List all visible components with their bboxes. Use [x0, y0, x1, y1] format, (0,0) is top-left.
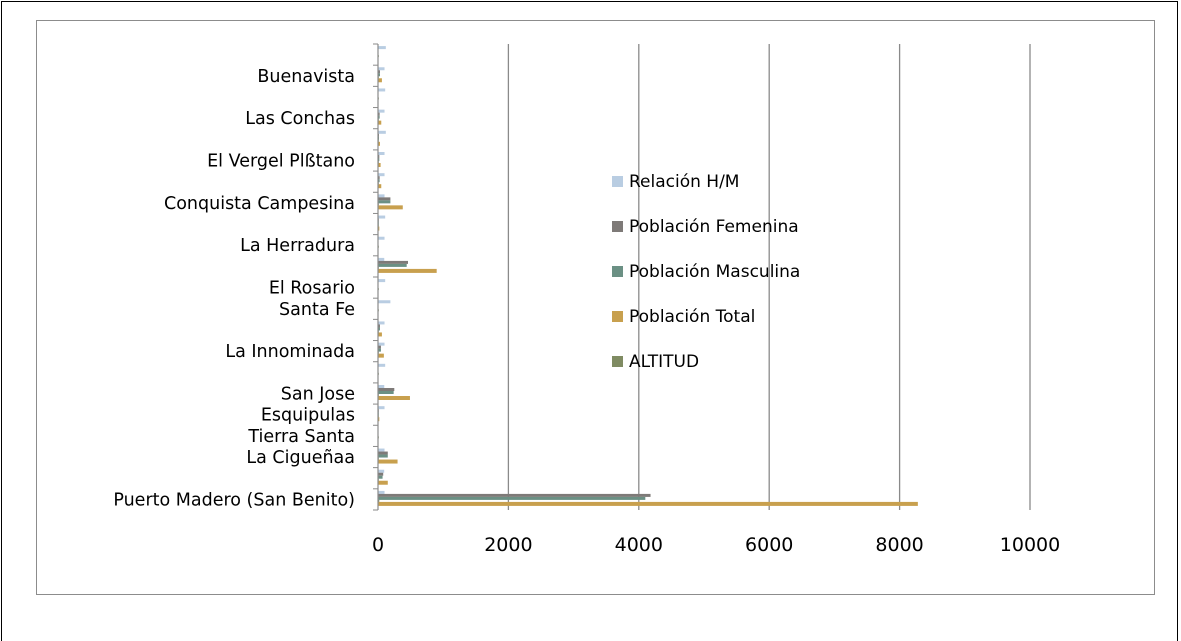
bar: [378, 46, 386, 50]
bar: [378, 493, 651, 497]
legend-label: Relación H/M: [629, 172, 739, 192]
bar: [378, 70, 380, 74]
x-tick-label: 0: [372, 534, 384, 556]
category-label: La Innominada: [225, 342, 355, 362]
bar: [378, 141, 380, 146]
x-tick-label: 10000: [1000, 534, 1060, 556]
category-label: Esquipulas: [261, 406, 355, 426]
bar: [378, 155, 380, 158]
x-tick-label: 8000: [875, 534, 923, 556]
category-label: Puerto Madero (San Benito): [113, 490, 355, 510]
bar: [378, 472, 384, 476]
bar: [378, 385, 385, 388]
bar: [378, 215, 386, 219]
bar: [378, 324, 380, 328]
bar: [378, 342, 385, 346]
bar: [378, 179, 380, 183]
bar: [378, 391, 394, 394]
bar: [378, 469, 385, 473]
x-tick-label: 4000: [615, 534, 663, 556]
bar: [378, 454, 388, 458]
category-label: La Cigueñaa: [246, 448, 355, 468]
bar: [378, 120, 382, 125]
bar: [378, 348, 381, 352]
labels: 0 2000 4000 6000 8000 10000 Puerto Madero (San…: [113, 67, 1060, 556]
bar: [378, 226, 380, 231]
bar: [378, 200, 391, 204]
gridlines: [507, 44, 1031, 510]
legend: Relación H/M Población Femenina Población …: [612, 172, 800, 372]
bar: [378, 158, 380, 161]
bar: [378, 88, 386, 92]
category-label: El Vergel Plßtano: [207, 152, 355, 172]
x-tick-label: 2000: [484, 534, 532, 556]
bar: [378, 109, 385, 113]
bar: [378, 184, 382, 189]
bar: [378, 257, 385, 261]
bar: [378, 73, 380, 77]
bar: [378, 499, 380, 502]
category-label: Buenavista: [257, 67, 355, 87]
category-label: Tierra Santa: [247, 427, 355, 447]
bar: [378, 490, 385, 494]
category-label: Las Conchas: [245, 109, 355, 129]
bar: [378, 396, 410, 400]
bar: [378, 496, 646, 500]
bar: [378, 300, 391, 304]
category-label: La Herradura: [240, 236, 355, 256]
bar: [378, 112, 380, 116]
bar: [378, 388, 395, 391]
bar: [378, 417, 380, 422]
bar: [378, 173, 385, 177]
bar: [378, 263, 407, 267]
bar: [378, 501, 918, 506]
bar: [378, 260, 408, 264]
bar: [378, 194, 385, 198]
bar: [378, 176, 380, 180]
bars: [378, 46, 918, 506]
axes: [373, 43, 379, 511]
legend-label: Población Total: [629, 307, 755, 327]
legend-swatch: [612, 356, 623, 367]
bar: [378, 332, 382, 337]
category-label: Santa Fe: [279, 300, 355, 320]
bar: [378, 197, 391, 201]
bar: [378, 475, 383, 479]
bar: [378, 279, 386, 283]
bar: [378, 363, 386, 367]
bar: [378, 236, 385, 240]
legend-label: Población Masculina: [629, 262, 800, 282]
bar: [378, 480, 388, 485]
legend-swatch: [612, 221, 623, 232]
legend-swatch: [612, 266, 623, 277]
legend-label: Población Femenina: [629, 217, 799, 237]
bar: [378, 205, 403, 210]
bar: [378, 448, 385, 452]
bar: [378, 451, 388, 455]
x-tick-label: 6000: [745, 534, 793, 556]
bar: [378, 130, 386, 134]
legend-label: ALTITUD: [629, 352, 699, 372]
bar: [378, 459, 398, 464]
bar: [378, 78, 382, 83]
bar: [378, 115, 380, 119]
bar: [378, 67, 385, 71]
bar-chart: 0 2000 4000 6000 8000 10000 Puerto Madero (San…: [113, 43, 1060, 556]
bar: [378, 345, 381, 349]
legend-swatch: [612, 176, 623, 187]
category-label: Conquista Campesina: [164, 194, 355, 214]
bar: [378, 353, 384, 358]
category-label: El Rosario: [269, 279, 355, 299]
bar: [378, 268, 437, 273]
legend-swatch: [612, 311, 623, 322]
category-label: San Jose: [281, 385, 355, 405]
bar: [378, 152, 385, 155]
bar: [378, 163, 381, 167]
bar: [378, 327, 380, 331]
chart-area: [36, 20, 1155, 595]
bar: [378, 321, 385, 325]
bar: [378, 406, 385, 410]
